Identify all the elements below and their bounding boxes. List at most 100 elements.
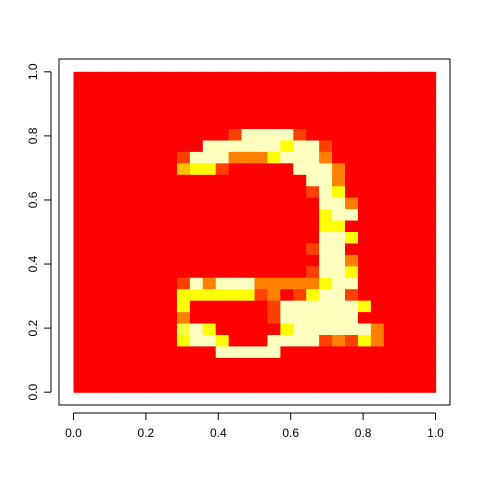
heatmap-cell [99,266,113,279]
heatmap-cell [163,220,178,233]
heatmap-cell [396,380,411,393]
heatmap-cell [189,220,204,233]
x-axis: 0.0 0.2 0.4 0.6 0.8 1.0 [65,412,444,440]
heatmap-cell [73,312,88,325]
heatmap-cell [215,380,230,393]
heatmap-cell [125,140,139,153]
heatmap-cell [267,323,281,336]
heatmap-cell [189,254,204,267]
heatmap-cell [370,197,385,210]
heatmap-cell [319,334,333,348]
heatmap-cell [319,140,333,153]
heatmap-cell [241,209,256,222]
heatmap-cell [176,71,191,84]
heatmap-cell [396,83,411,96]
heatmap-cell [332,220,346,233]
heatmap-cell [189,334,204,348]
heatmap-cell [280,289,294,302]
heatmap-cell [280,312,294,325]
heatmap-cell [241,129,256,142]
heatmap-cell [176,106,191,119]
heatmap-cell [112,232,126,245]
heatmap-cell [345,106,359,119]
heatmap-cell [409,266,424,279]
heatmap-cell [254,232,269,245]
heatmap-cell [396,277,411,290]
heatmap-cell [163,197,178,210]
heatmap-cell [163,174,178,187]
heatmap-cell [202,300,217,313]
heatmap-cell [241,300,256,313]
heatmap-cell [332,71,346,84]
heatmap-cell [396,163,411,176]
heatmap-cell [357,380,372,393]
heatmap-cell [267,117,281,130]
heatmap-cell [254,369,269,382]
heatmap-cell [189,106,204,119]
heatmap-cell [138,106,152,119]
heatmap-cell [189,186,204,199]
heatmap-cell [189,129,204,142]
heatmap-cell [383,289,398,302]
heatmap-cell [176,323,191,336]
heatmap-cell [345,346,359,359]
heatmap-cell [176,300,191,313]
heatmap-cell [280,277,294,290]
heatmap-cell [383,243,398,256]
heatmap-cell [176,254,191,267]
heatmap-cell [409,277,424,290]
heatmap-cell [254,151,269,164]
heatmap-cell [267,369,281,382]
heatmap-cell [73,117,88,130]
heatmap-cells [73,71,437,393]
heatmap-cell [409,357,424,370]
heatmap-cell [254,220,269,233]
heatmap-cell [189,300,204,313]
heatmap-cell [138,334,152,348]
heatmap-cell [280,186,294,199]
heatmap-cell [293,197,307,210]
heatmap-cell [73,289,88,302]
heatmap-cell [370,71,385,84]
heatmap-cell [189,83,204,96]
heatmap-cell [254,312,269,325]
heatmap-cell [280,323,294,336]
heatmap-cell [422,163,437,176]
heatmap-cell [370,243,385,256]
heatmap-cell [280,106,294,119]
heatmap-cell [383,94,398,107]
heatmap-cell [241,357,256,370]
heatmap-cell [280,232,294,245]
heatmap-cell [86,94,100,107]
heatmap-cell [332,186,346,199]
heatmap-cell [176,197,191,210]
heatmap-cell [215,220,230,233]
heatmap-cell [138,129,152,142]
heatmap-cell [267,312,281,325]
heatmap-cell [112,129,126,142]
heatmap-cell [422,106,437,119]
heatmap-cell [254,71,269,84]
heatmap-cell [112,163,126,176]
heatmap-cell [422,323,437,336]
heatmap-cell [151,83,165,96]
heatmap-cell [383,117,398,130]
heatmap-cell [151,277,165,290]
heatmap-cell [357,151,372,164]
heatmap-cell [383,129,398,142]
heatmap-cell [176,289,191,302]
heatmap-cell [422,197,437,210]
heatmap-cell [112,117,126,130]
heatmap-cell [73,186,88,199]
heatmap-cell [306,369,320,382]
heatmap-cell [163,380,178,393]
heatmap-cell [86,140,100,153]
heatmap-cell [357,232,372,245]
heatmap-cell [409,174,424,187]
heatmap-cell [370,151,385,164]
heatmap-cell [319,323,333,336]
heatmap-cell [241,174,256,187]
heatmap-cell [306,380,320,393]
heatmap-cell [189,163,204,176]
heatmap-cell [345,83,359,96]
